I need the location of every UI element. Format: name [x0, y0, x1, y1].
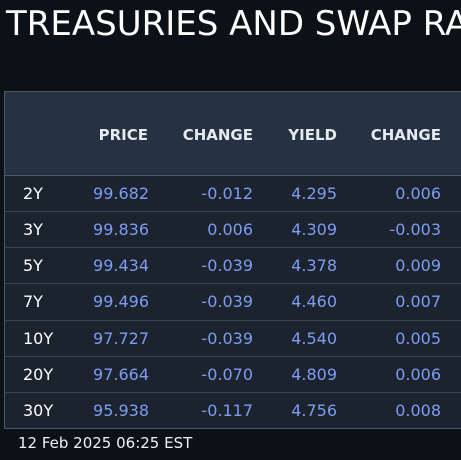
price-value: 99.434	[93, 256, 149, 275]
column-header-price: PRICE	[98, 126, 148, 144]
yield-value: 4.460	[291, 292, 337, 311]
tenor-label: 10Y	[23, 329, 54, 348]
price-value: 97.727	[93, 329, 149, 348]
page-title: TREASURIES AND SWAP RA	[6, 4, 461, 44]
yield-change-value: -0.003	[389, 220, 441, 239]
price-change-value: -0.039	[201, 329, 253, 348]
table-header	[5, 92, 461, 175]
yield-value: 4.540	[291, 329, 337, 348]
price-value: 99.682	[93, 184, 149, 203]
yield-value: 4.378	[291, 256, 337, 275]
yield-change-value: 0.007	[395, 292, 441, 311]
yield-change-value: 0.006	[395, 365, 441, 384]
yield-change-value: 0.009	[395, 256, 441, 275]
price-value: 99.836	[93, 220, 149, 239]
price-change-value: -0.012	[201, 184, 253, 203]
price-change-value: -0.039	[201, 292, 253, 311]
tenor-label: 20Y	[23, 365, 54, 384]
yield-change-value: 0.006	[395, 184, 441, 203]
column-header-yield-change: CHANGE	[370, 126, 441, 144]
price-change-value: 0.006	[207, 220, 253, 239]
yield-value: 4.809	[291, 365, 337, 384]
tenor-label: 30Y	[23, 401, 54, 420]
tenor-label: 5Y	[23, 256, 43, 275]
yield-change-value: 0.005	[395, 329, 441, 348]
yield-value: 4.756	[291, 401, 337, 420]
table-row: 30Y 95.938 -0.117 4.756 0.008	[5, 392, 461, 428]
column-header-change: CHANGE	[182, 126, 253, 144]
table-row: 3Y 99.836 0.006 4.309 -0.003	[5, 211, 461, 247]
tenor-label: 2Y	[23, 184, 43, 203]
table-row: 5Y 99.434 -0.039 4.378 0.009	[5, 247, 461, 283]
tenor-label: 3Y	[23, 220, 43, 239]
table-row: 10Y 97.727 -0.039 4.540 0.005	[5, 320, 461, 356]
tenor-label: 7Y	[23, 292, 43, 311]
price-value: 95.938	[93, 401, 149, 420]
timestamp: 12 Feb 2025 06:25 EST	[18, 434, 193, 452]
price-change-value: -0.039	[201, 256, 253, 275]
yield-change-value: 0.008	[395, 401, 441, 420]
table-row: 7Y 99.496 -0.039 4.460 0.007	[5, 283, 461, 319]
yield-value: 4.309	[291, 220, 337, 239]
column-header-yield: YIELD	[288, 126, 337, 144]
table-row: 2Y 99.682 -0.012 4.295 0.006	[5, 175, 461, 211]
yield-value: 4.295	[291, 184, 337, 203]
table-row: 20Y 97.664 -0.070 4.809 0.006	[5, 356, 461, 392]
price-value: 99.496	[93, 292, 149, 311]
price-value: 97.664	[93, 365, 149, 384]
price-change-value: -0.070	[201, 365, 253, 384]
price-change-value: -0.117	[201, 401, 253, 420]
